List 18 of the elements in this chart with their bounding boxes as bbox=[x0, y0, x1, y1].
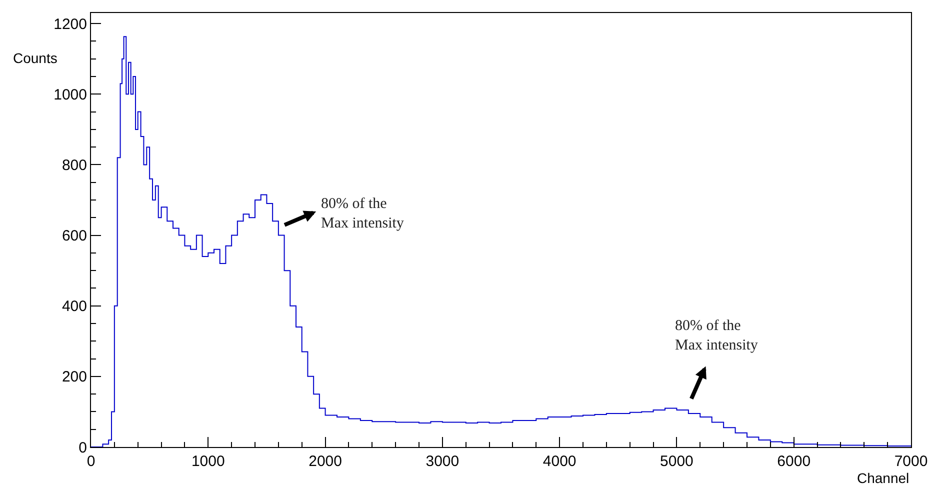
y-tick-label: 800 bbox=[62, 156, 87, 174]
x-tick-label: 1000 bbox=[191, 453, 225, 470]
y-tick-label: 0 bbox=[78, 439, 87, 456]
y-tick-label: 1000 bbox=[54, 86, 87, 104]
x-tick-label: 5000 bbox=[660, 453, 694, 470]
annotation: 80% of the Max intensity bbox=[675, 318, 758, 354]
x-tick-label: 6000 bbox=[777, 453, 811, 470]
y-tick-label: 600 bbox=[62, 228, 87, 245]
x-tick-label: 3000 bbox=[426, 453, 460, 470]
y-tick-label: 200 bbox=[62, 368, 87, 386]
x-tick-label: 7000 bbox=[894, 453, 928, 470]
y-axis-title: Counts bbox=[13, 50, 58, 66]
y-tick-label: 1200 bbox=[54, 16, 87, 33]
x-tick-label: 2000 bbox=[308, 453, 342, 470]
x-tick-label: 4000 bbox=[542, 453, 576, 470]
x-axis-title: Channel bbox=[857, 470, 910, 486]
y-tick-label: 400 bbox=[62, 298, 87, 316]
annotation: 80% of the Max intensity bbox=[321, 196, 404, 232]
